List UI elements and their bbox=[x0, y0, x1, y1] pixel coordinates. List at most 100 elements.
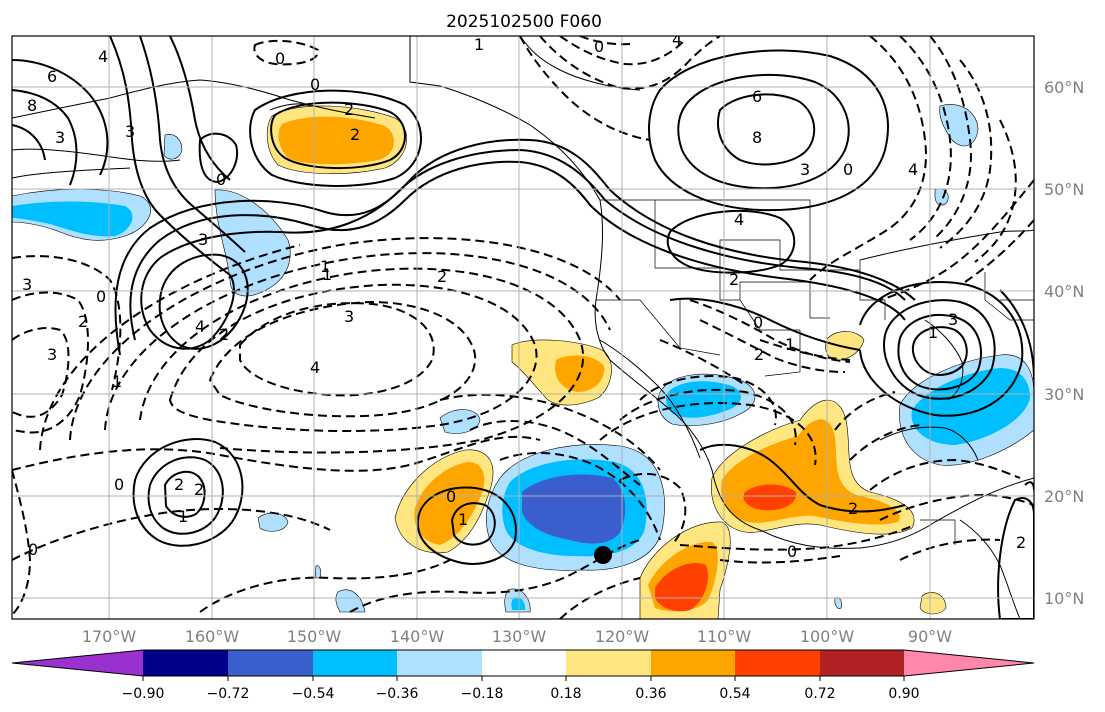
colorbar-segment bbox=[143, 650, 228, 676]
colorbar-tick-label: −0.72 bbox=[207, 686, 250, 702]
contours-solid bbox=[12, 36, 1034, 619]
colorbar-ticks bbox=[142, 676, 905, 681]
shade-red bbox=[655, 562, 709, 612]
colorbar-segment bbox=[820, 650, 904, 676]
contour-label: 0 bbox=[96, 287, 106, 306]
colorbar-segment bbox=[482, 650, 566, 676]
contour-label: 3 bbox=[125, 122, 135, 141]
lat-label: 60°N bbox=[1044, 78, 1084, 97]
lon-label: 150°W bbox=[287, 627, 342, 646]
lon-label: 130°W bbox=[492, 627, 547, 646]
contour-label: 0 bbox=[216, 170, 226, 189]
colorbar-segment bbox=[651, 650, 735, 676]
anomaly-shading bbox=[12, 104, 1034, 619]
contour-label: 0 bbox=[594, 37, 604, 56]
lat-label: 40°N bbox=[1044, 282, 1084, 301]
contour-label: 2 bbox=[194, 480, 204, 499]
contour-label: 1 bbox=[928, 323, 938, 342]
lon-label: 170°W bbox=[82, 627, 137, 646]
contour-label: 2 bbox=[174, 475, 184, 494]
shade-light-blue bbox=[257, 512, 289, 532]
shade-orange bbox=[414, 462, 485, 545]
lon-label: 140°W bbox=[390, 627, 445, 646]
contour-label: 3 bbox=[344, 307, 354, 326]
shade-light-blue bbox=[214, 189, 291, 297]
contour-label: 1 bbox=[322, 265, 332, 284]
lon-label: 120°W bbox=[595, 627, 650, 646]
longitude-labels: 170°W 160°W 150°W 140°W 130°W 120°W 110°… bbox=[82, 627, 952, 646]
contour-label: 0 bbox=[446, 487, 456, 506]
contour-label: 2 bbox=[350, 125, 360, 144]
contour-label: 4 bbox=[908, 160, 918, 179]
colorbar-tick-label: 0.36 bbox=[635, 686, 666, 702]
lat-label: 10°N bbox=[1044, 589, 1084, 608]
borders bbox=[596, 199, 1034, 545]
shade-yellow bbox=[825, 331, 865, 361]
colorbar-tick-label: −0.36 bbox=[376, 686, 419, 702]
contour-label: 2 bbox=[437, 267, 447, 286]
contour-label: 1 bbox=[785, 335, 795, 354]
map-frame bbox=[11, 35, 1035, 620]
colorbar-tick-label: −0.18 bbox=[461, 686, 504, 702]
colorbar-segment bbox=[313, 650, 397, 676]
storm-marker bbox=[594, 546, 612, 564]
colorbar-segment bbox=[228, 650, 313, 676]
contour-label: 2 bbox=[848, 499, 858, 518]
colorbar-segment bbox=[566, 650, 651, 676]
contour-label: 8 bbox=[27, 96, 37, 115]
contour-label: 2 bbox=[754, 345, 764, 364]
contour-label: 4 bbox=[98, 47, 108, 66]
contour-label: 0 bbox=[787, 542, 797, 561]
contour-label: 1 bbox=[458, 510, 468, 529]
contour-label: 0 bbox=[843, 160, 853, 179]
shade-light-blue bbox=[163, 134, 183, 160]
colorbar: −0.90 −0.72 −0.54 −0.36 −0.18 0.18 0.36 … bbox=[11, 649, 1035, 702]
colorbar-segment bbox=[904, 650, 1034, 676]
contour-label: 3 bbox=[22, 275, 32, 294]
contour-label: 0 bbox=[28, 540, 38, 559]
shade-red bbox=[743, 484, 797, 511]
contour-label: 0 bbox=[753, 313, 763, 332]
contour-label: 3 bbox=[948, 310, 958, 329]
contour-label: 3 bbox=[47, 345, 57, 364]
contour-label: 0 bbox=[275, 49, 285, 68]
shade-blue bbox=[666, 381, 741, 418]
contour-label: 3 bbox=[198, 230, 208, 249]
colorbar-segment bbox=[12, 650, 143, 676]
colorbar-tick-label: −0.90 bbox=[122, 686, 165, 702]
contour-label: 1 bbox=[474, 35, 484, 54]
contour-labels: 6 4 0 1 3 0 2 2 0 3 4 2 1 0 8 4 6 3 0 4 … bbox=[22, 35, 1026, 561]
contour-label: 2 bbox=[344, 100, 354, 119]
lat-label: 20°N bbox=[1044, 487, 1084, 506]
colorbar-segment bbox=[397, 650, 482, 676]
contour-label: 6 bbox=[47, 67, 57, 86]
shade-orange bbox=[278, 116, 394, 165]
contour-label: 1 bbox=[320, 257, 330, 276]
contour-label: 4 bbox=[195, 317, 205, 336]
colorbar-tick-label: 0.18 bbox=[550, 686, 581, 702]
lon-label: 160°W bbox=[185, 627, 240, 646]
contour-label: 3 bbox=[800, 160, 810, 179]
contour-label: 4 bbox=[734, 210, 744, 229]
shade-blue bbox=[12, 201, 133, 237]
contour-label: 1 bbox=[178, 507, 188, 526]
contours-dashed bbox=[12, 36, 1034, 619]
contour-label: 4 bbox=[310, 358, 320, 377]
lon-label: 110°W bbox=[697, 627, 752, 646]
colorbar-tick-label: 0.54 bbox=[719, 686, 750, 702]
contour-label: 2 bbox=[78, 312, 88, 331]
chart-title: 2025102500 F060 bbox=[446, 12, 602, 32]
colorbar-segment bbox=[735, 650, 820, 676]
contour-label: 8 bbox=[752, 128, 762, 147]
contour-label: 2 bbox=[729, 270, 739, 289]
lat-label: 50°N bbox=[1044, 180, 1084, 199]
gridlines bbox=[12, 36, 1034, 619]
colorbar-tick-label: 0.90 bbox=[888, 686, 919, 702]
shade-blue bbox=[911, 368, 1030, 445]
colorbar-tick-label: 0.72 bbox=[804, 686, 835, 702]
contour-label: 1 bbox=[112, 372, 122, 391]
contour-label: 0 bbox=[114, 475, 124, 494]
lon-label: 100°W bbox=[800, 627, 855, 646]
contour-label: 6 bbox=[752, 87, 762, 106]
